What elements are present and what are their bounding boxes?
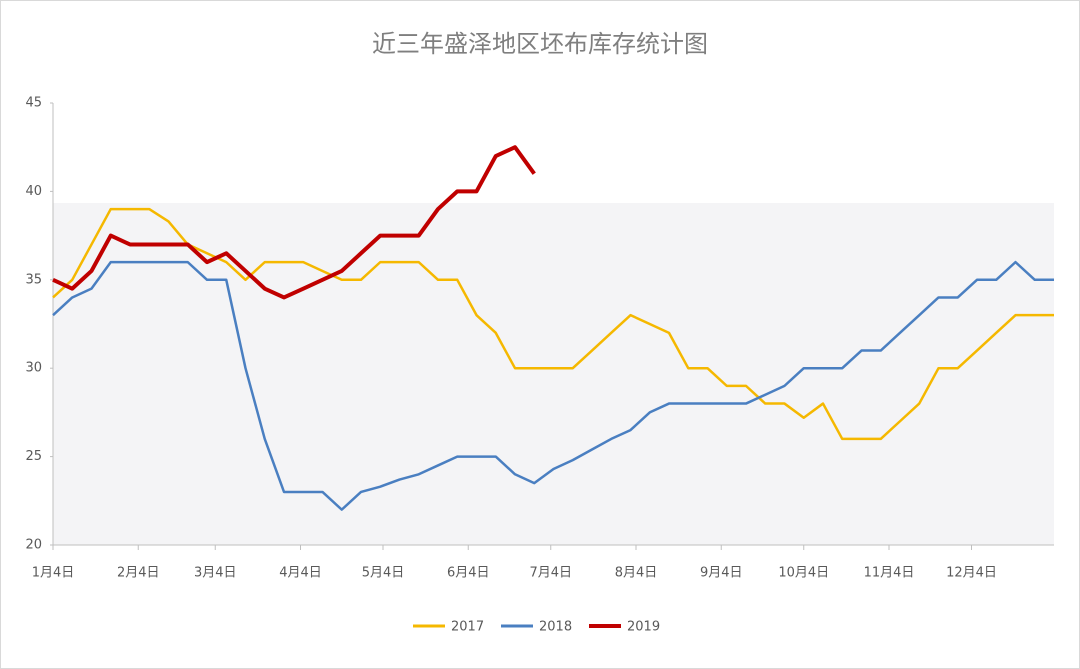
y-tick-label: 45 bbox=[25, 96, 42, 111]
series-line bbox=[52, 207, 1054, 441]
chart-title: 近三年盛泽地区坯布库存统计图 bbox=[372, 30, 708, 58]
legend-label: 2019 bbox=[627, 620, 660, 635]
x-tick-label: 12月4日 bbox=[946, 566, 997, 581]
y-tick-label: 40 bbox=[25, 184, 42, 199]
x-tick-label: 8月4日 bbox=[615, 566, 658, 581]
x-tick-label: 4月4日 bbox=[279, 566, 322, 581]
series-line bbox=[52, 145, 536, 300]
y-tick-label: 35 bbox=[25, 272, 42, 287]
x-tick-label: 7月4日 bbox=[529, 566, 572, 581]
series-line bbox=[52, 260, 1054, 511]
x-tick-label: 11月4日 bbox=[864, 566, 915, 581]
x-tick-label: 6月4日 bbox=[447, 566, 490, 581]
x-tick-label: 1月4日 bbox=[32, 566, 75, 581]
y-tick-label: 20 bbox=[25, 538, 42, 553]
x-tick-label: 3月4日 bbox=[194, 566, 237, 581]
x-tick-label: 2月4日 bbox=[117, 566, 160, 581]
legend-label: 2017 bbox=[451, 620, 484, 635]
legend-label: 2018 bbox=[539, 620, 572, 635]
x-tick-label: 5月4日 bbox=[362, 566, 405, 581]
y-tick-label: 30 bbox=[25, 361, 42, 376]
plot-background bbox=[53, 203, 1054, 545]
y-tick-label: 25 bbox=[25, 449, 42, 464]
x-tick-label: 10月4日 bbox=[778, 566, 829, 581]
x-tick-label: 9月4日 bbox=[700, 566, 743, 581]
